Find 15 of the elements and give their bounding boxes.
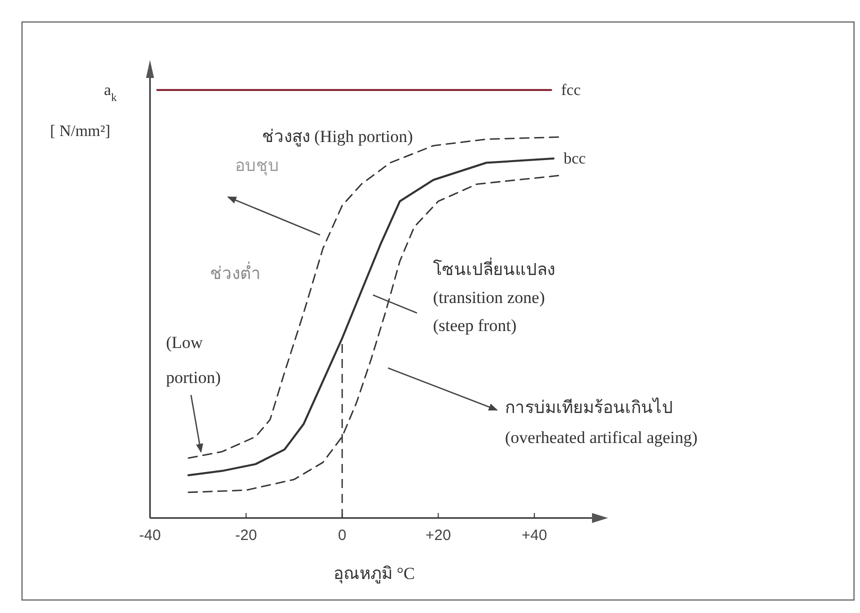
- annotation: อบชุบ: [235, 156, 279, 176]
- x-axis-title: อุณหภูมิ °C: [333, 564, 415, 584]
- annotation: (Low portion): [166, 333, 221, 387]
- x-tick-label: +40: [522, 527, 548, 544]
- x-tick-label: +20: [426, 527, 451, 544]
- annotation: การบ่มเทียมร้อนเกินไป (overheated artifical ageing): [505, 397, 698, 447]
- x-tick-label: -20: [235, 527, 257, 544]
- x-tick-label: -40: [139, 527, 161, 544]
- annotation: โซนเปลี่ยนแปลง (transition zone) (steep front): [433, 257, 555, 335]
- series-label: fcc: [561, 82, 581, 99]
- series-label: bcc: [564, 150, 586, 168]
- annotation: ช่วงต่ำ: [210, 261, 261, 283]
- annotation: ช่วงสูง (High portion): [262, 127, 413, 147]
- x-tick-label: 0: [338, 527, 346, 544]
- text: a$_{k}$ [ N/mm²]: [50, 82, 117, 140]
